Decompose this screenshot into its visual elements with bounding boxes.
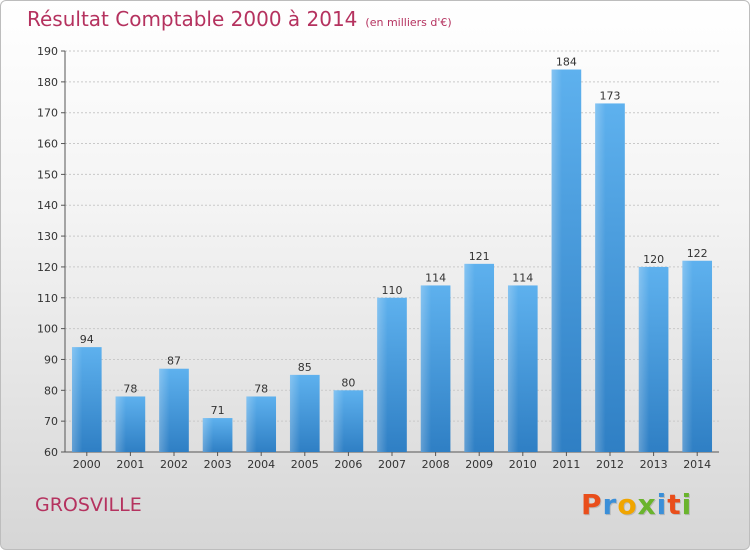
bar-chart: 60 70 80 90 100 110 120 130 140 150 160 170 180 190 94… <box>37 45 719 471</box>
bars-layer <box>71 69 713 452</box>
data-label: 184 <box>556 56 577 69</box>
bar-highlight <box>202 418 214 452</box>
data-label: 94 <box>80 333 94 346</box>
data-label: 122 <box>687 247 708 260</box>
x-tick-label: 2014 <box>683 458 711 471</box>
logo-letter: i <box>656 488 668 521</box>
logo-letter: t <box>667 488 682 521</box>
y-tick-label: 150 <box>37 168 58 181</box>
x-tick-label: 2005 <box>291 458 319 471</box>
x-tick-label: 2007 <box>378 458 406 471</box>
y-tick-label: 90 <box>44 353 58 366</box>
bar-highlight <box>377 297 388 452</box>
y-tick-label: 190 <box>37 45 58 58</box>
data-label: 80 <box>341 376 355 389</box>
chart-title: Résultat Comptable 2000 à 2014 (en millie… <box>27 7 452 31</box>
bar-highlight <box>115 396 126 452</box>
y-tick-label: 140 <box>37 199 58 212</box>
x-tick-label: 2006 <box>334 458 362 471</box>
bar-highlight <box>595 103 606 452</box>
data-label: 78 <box>123 382 137 395</box>
proxiti-logo: Proxiti <box>581 488 692 521</box>
data-label: 110 <box>382 284 403 297</box>
data-label: 121 <box>469 250 490 263</box>
bar-highlight <box>246 396 257 452</box>
y-tick-label: 160 <box>37 138 58 151</box>
y-tick-label: 180 <box>37 76 58 89</box>
y-tick-label: 100 <box>37 323 58 336</box>
logo-letter: P <box>581 488 603 521</box>
y-tick-label: 130 <box>37 230 58 243</box>
bar-highlight <box>551 69 562 452</box>
data-label: 71 <box>211 404 225 417</box>
data-label: 120 <box>643 253 664 266</box>
data-label: 85 <box>298 361 312 374</box>
y-tick-label: 120 <box>37 261 58 274</box>
bar-highlight <box>289 374 301 452</box>
bar-highlight <box>682 260 693 452</box>
bar-highlight <box>333 390 344 452</box>
x-tick-label: 2001 <box>116 458 144 471</box>
logo-letter: i <box>681 488 693 521</box>
x-tick-label: 2000 <box>73 458 101 471</box>
data-label: 87 <box>167 355 181 368</box>
logo-letter: r <box>602 488 618 521</box>
bar-highlight <box>420 285 432 452</box>
y-tick-label: 70 <box>44 415 58 428</box>
bar-highlight <box>71 347 83 452</box>
location-name: GROSVILLE <box>35 494 142 516</box>
data-label: 114 <box>512 271 533 284</box>
x-tick-label: 2012 <box>596 458 624 471</box>
x-tick-label: 2011 <box>552 458 580 471</box>
y-tick-label: 170 <box>37 107 58 120</box>
logo-letter: x <box>637 488 657 521</box>
x-tick-label: 2004 <box>247 458 275 471</box>
y-tick-label: 110 <box>37 292 58 305</box>
x-tick-label: 2008 <box>422 458 450 471</box>
chart-subtitle: (en milliers d'€) <box>365 16 452 29</box>
logo-letter: o <box>617 488 638 521</box>
x-tick-label: 2010 <box>509 458 537 471</box>
x-tick-label: 2002 <box>160 458 188 471</box>
bar-highlight <box>464 263 475 452</box>
x-tick-label: 2013 <box>640 458 668 471</box>
y-tick-label: 80 <box>44 384 58 397</box>
bar-highlight <box>507 285 519 452</box>
x-tick-label: 2003 <box>204 458 232 471</box>
x-tick-label: 2009 <box>465 458 493 471</box>
data-label: 78 <box>254 382 268 395</box>
bar-highlight <box>159 368 170 452</box>
data-label: 114 <box>425 271 446 284</box>
data-label: 173 <box>600 89 621 102</box>
labels-layer: 60 70 80 90 100 110 120 130 140 150 160 170 180 190 94… <box>37 45 711 471</box>
y-tick-label: 60 <box>44 446 58 459</box>
title-text: Résultat Comptable 2000 à 2014 <box>27 7 358 31</box>
bar-highlight <box>638 266 650 452</box>
